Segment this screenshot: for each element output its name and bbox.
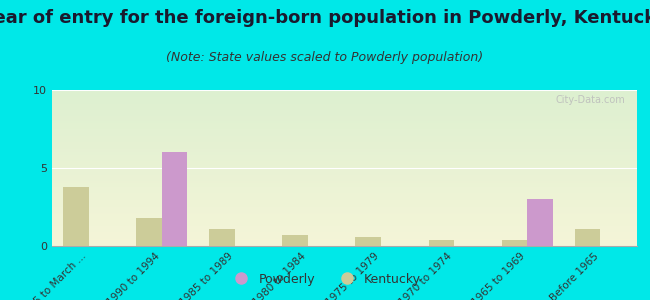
Bar xyxy=(428,240,454,246)
Bar xyxy=(575,229,601,246)
Legend: Powderly, Kentucky: Powderly, Kentucky xyxy=(224,268,426,291)
Bar xyxy=(63,187,88,246)
Bar xyxy=(527,199,553,246)
Text: Year of entry for the foreign-born population in Powderly, Kentucky: Year of entry for the foreign-born popul… xyxy=(0,9,650,27)
Text: City-Data.com: City-Data.com xyxy=(556,95,625,105)
Bar xyxy=(502,240,527,246)
Bar xyxy=(356,237,381,246)
Bar xyxy=(162,152,187,246)
Bar xyxy=(282,235,308,246)
Text: (Note: State values scaled to Powderly population): (Note: State values scaled to Powderly p… xyxy=(166,51,484,64)
Bar xyxy=(209,229,235,246)
Bar xyxy=(136,218,162,246)
